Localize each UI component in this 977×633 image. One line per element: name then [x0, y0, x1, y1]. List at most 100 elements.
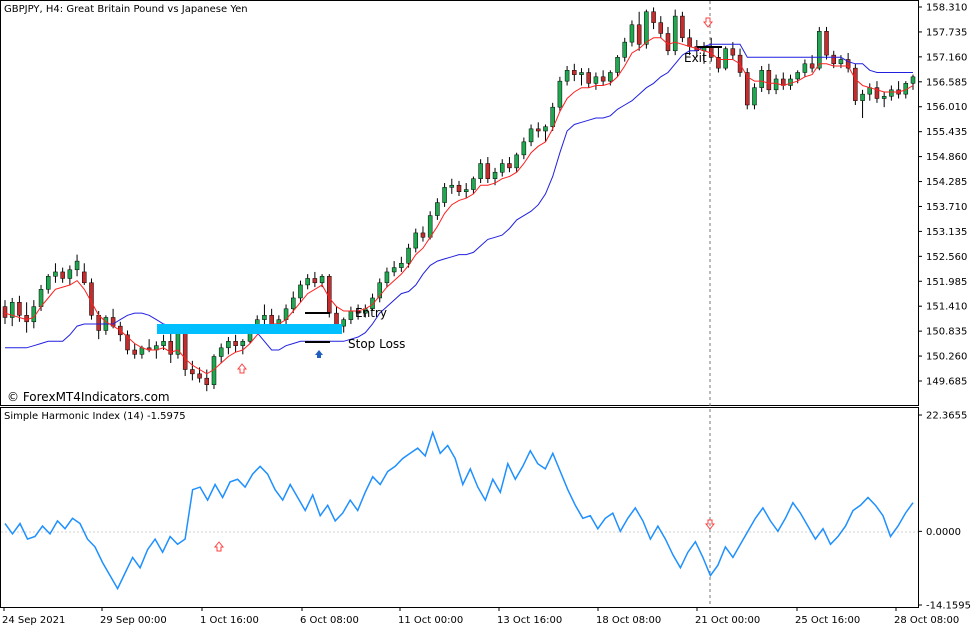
candle-body — [190, 369, 195, 375]
candle-body — [442, 187, 447, 203]
candle-body — [572, 70, 577, 75]
candle-body — [528, 128, 534, 143]
candle-body — [802, 63, 808, 73]
candle-body — [427, 215, 433, 238]
candle-body — [629, 24, 635, 43]
price-tick-label: 152.560 — [926, 252, 967, 263]
candle-body — [2, 306, 8, 318]
price-tick-label: 149.685 — [926, 377, 967, 388]
candle-body — [723, 48, 728, 69]
time-tick-label: 18 Oct 08:00 — [596, 615, 661, 626]
price-tick-label: 157.735 — [926, 27, 967, 38]
candle-body — [240, 341, 246, 346]
time-tick-label: 21 Oct 00:00 — [695, 615, 760, 626]
candle-body — [910, 76, 916, 84]
time-tick-label: 28 Oct 08:00 — [894, 615, 959, 626]
candle-body — [456, 184, 462, 192]
candle-body — [31, 306, 37, 323]
candle-body — [291, 297, 296, 310]
lines-layer — [4, 37, 914, 375]
candle-body — [67, 269, 73, 279]
candle-body — [161, 341, 166, 346]
candle-body — [773, 78, 779, 91]
candle-body — [204, 377, 210, 385]
candle-body — [233, 341, 238, 346]
candle-body — [586, 72, 591, 84]
price-tick-label: 151.985 — [926, 277, 967, 288]
candle-body — [492, 171, 498, 179]
candle-body — [874, 87, 880, 99]
candle-body — [824, 31, 829, 56]
price-tick-label: 157.160 — [926, 52, 967, 63]
price-tick-label: 153.710 — [926, 202, 967, 213]
candle-body — [795, 72, 800, 80]
blue-line-series — [5, 43, 913, 351]
candle-body — [139, 347, 145, 355]
candle-body — [341, 319, 346, 327]
candle-body — [319, 276, 325, 284]
candle-body — [17, 302, 22, 316]
candle-body — [377, 282, 382, 299]
price-tick-label: 155.435 — [926, 127, 967, 138]
time-tick-label: 24 Sep 2021 — [2, 615, 65, 626]
price-tick-label: 153.135 — [926, 227, 967, 238]
candle-body — [348, 310, 354, 320]
candle-body — [420, 232, 426, 238]
candle-body — [182, 330, 188, 370]
price-tick-label: 154.860 — [926, 152, 967, 163]
indicator-panel-frame — [0, 407, 919, 608]
candle-body — [608, 72, 613, 82]
candle-body — [82, 271, 87, 284]
candle-body — [9, 302, 15, 318]
candle-body — [507, 163, 512, 169]
candle-body — [752, 87, 757, 106]
candle-body — [96, 315, 101, 331]
candle-body — [860, 93, 865, 101]
candle-body — [809, 63, 815, 69]
candle-body — [600, 76, 606, 82]
price-tick-label: 150.835 — [926, 327, 967, 338]
candle-body — [262, 315, 267, 320]
candle-body — [312, 278, 318, 284]
red-line-series — [4, 37, 914, 375]
candle-body — [226, 341, 231, 349]
entry-zone — [157, 324, 342, 334]
price-tick-label: 154.285 — [926, 177, 967, 188]
candle-body — [708, 46, 714, 58]
candle-body — [788, 78, 793, 86]
time-tick-label: 13 Oct 16:00 — [497, 615, 562, 626]
candle-body — [881, 96, 887, 99]
candle-body — [60, 271, 65, 279]
candle-body — [45, 276, 51, 290]
candle-body — [471, 178, 476, 190]
time-tick-label: 25 Oct 16:00 — [795, 615, 860, 626]
candle-body — [521, 141, 527, 156]
candle-body — [889, 89, 894, 97]
candle-body — [716, 57, 721, 69]
candle-body — [478, 163, 483, 179]
up-arrow-icon — [236, 363, 248, 374]
candle-body — [74, 260, 80, 271]
candle-body — [766, 70, 772, 91]
indicator-layer: 22.3655 0.0000 -14.1595 — [4, 411, 971, 612]
candle-body — [867, 87, 873, 95]
time-tick-label: 6 Oct 08:00 — [300, 615, 359, 626]
candle-body — [514, 154, 519, 169]
price-tick-label: 156.010 — [926, 102, 967, 113]
candle-body — [463, 189, 469, 192]
candle-body — [557, 80, 563, 108]
candle-body — [543, 126, 548, 132]
price-tick-label: 156.585 — [926, 77, 967, 88]
candle-body — [817, 31, 822, 69]
candle-body — [593, 76, 599, 84]
buy-arrow-icon — [315, 350, 323, 358]
candle-body — [197, 373, 202, 379]
candle-body — [132, 349, 137, 355]
candle-body — [838, 59, 844, 65]
candle-body — [384, 271, 390, 284]
candle-body — [370, 297, 375, 310]
candle-body — [391, 267, 397, 273]
candle-body — [399, 263, 404, 268]
candle-body — [845, 59, 851, 69]
